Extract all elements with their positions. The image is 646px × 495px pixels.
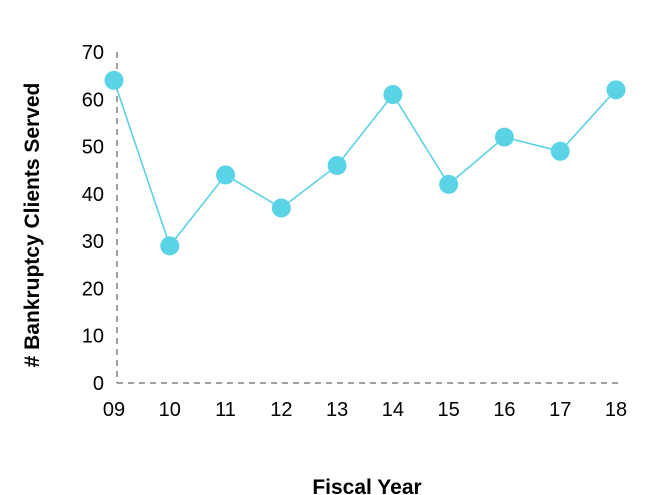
y-tick-label: 50	[82, 137, 104, 159]
data-point	[327, 155, 347, 175]
data-point	[216, 165, 236, 185]
x-axis-title: Fiscal Year	[312, 476, 421, 495]
x-tick-label: 16	[493, 399, 515, 421]
data-point	[160, 236, 180, 256]
y-tick-label: 30	[82, 231, 104, 253]
data-point	[494, 127, 514, 147]
x-tick-label: 18	[605, 399, 627, 421]
data-point	[104, 70, 124, 90]
y-tick-label: 60	[82, 89, 104, 111]
x-tick-label: 13	[326, 399, 348, 421]
y-tick-label: 0	[93, 373, 104, 395]
x-tick-labels: 09 10 11 12 13 14 15 16 17 18	[103, 399, 627, 421]
y-axis-title: # Bankruptcy Clients Served	[21, 83, 44, 368]
x-tick-label: 15	[438, 399, 460, 421]
x-tick-label: 09	[103, 399, 125, 421]
x-tick-label: 12	[270, 399, 292, 421]
data-point	[439, 174, 459, 194]
data-point	[550, 141, 570, 161]
y-tick-label: 20	[82, 278, 104, 300]
y-tick-label: 40	[82, 184, 104, 206]
y-tick-label: 70	[82, 42, 104, 64]
y-tick-label: 10	[82, 326, 104, 348]
x-tick-label: 10	[159, 399, 181, 421]
data-point	[606, 80, 626, 100]
x-tick-label: 17	[549, 399, 571, 421]
series-line	[113, 80, 617, 248]
x-tick-label: 14	[382, 399, 404, 421]
y-tick-labels: 0 10 20 30 40 50 60 70	[82, 42, 104, 395]
data-point	[383, 85, 403, 105]
data-points	[104, 70, 626, 256]
x-tick-label: 11	[215, 399, 236, 421]
data-point	[271, 198, 291, 218]
